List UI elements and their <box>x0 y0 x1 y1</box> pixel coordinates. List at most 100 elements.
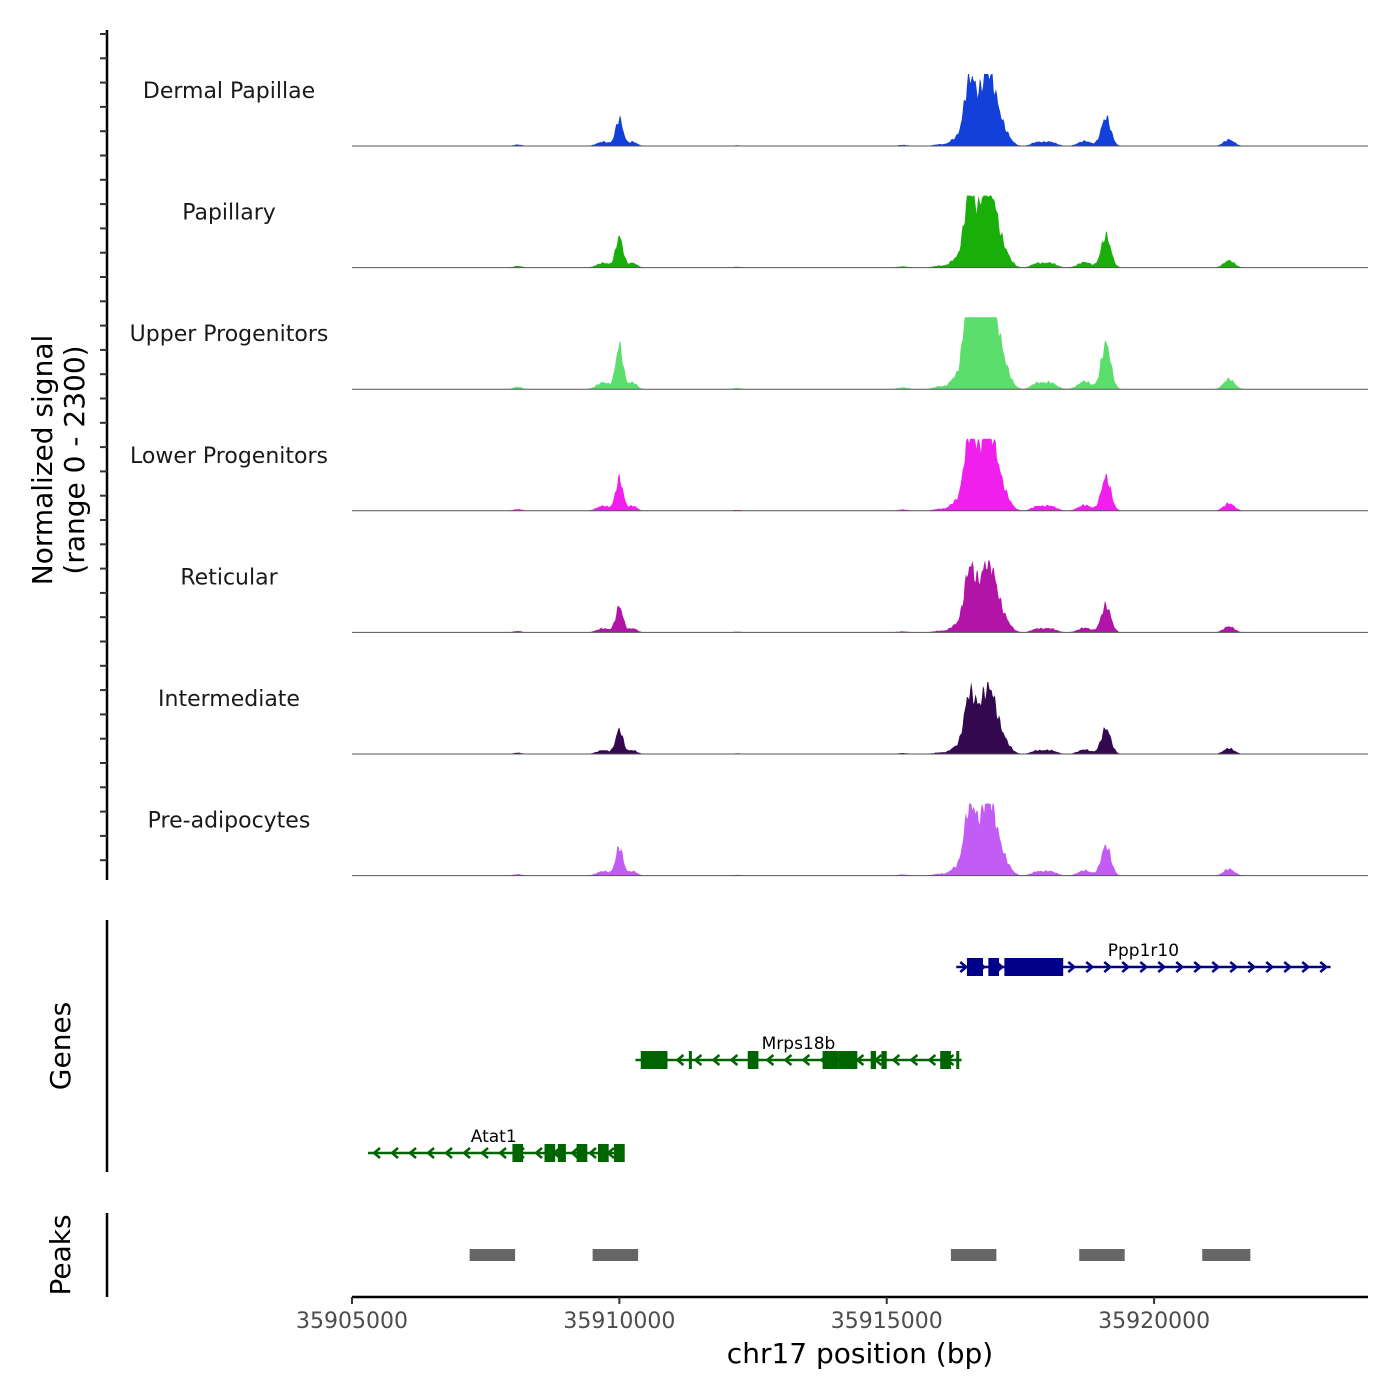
exon <box>640 1051 668 1069</box>
x-tick-label: 35905000 <box>296 1309 408 1334</box>
strand-arrow <box>1247 961 1257 973</box>
peak-bar <box>950 1249 997 1261</box>
peak-bar <box>592 1249 639 1261</box>
track-label: Upper Progenitors <box>130 322 329 347</box>
strand-arrow <box>1157 961 1167 973</box>
strand-arrow <box>462 1147 471 1159</box>
strand-arrow <box>1085 961 1095 973</box>
exon <box>881 1051 887 1069</box>
strand-arrow <box>1283 961 1293 973</box>
strand-arrow <box>891 1054 901 1066</box>
strand-arrow <box>927 1054 937 1066</box>
genes-y-axis-title: Genes <box>44 1002 77 1090</box>
track-label: Dermal Papillae <box>143 79 315 104</box>
strand-arrow <box>480 1147 489 1159</box>
gene-mrps18b: Mrps18b <box>635 1034 962 1069</box>
strand-arrow <box>390 1147 399 1159</box>
track-label: Reticular <box>180 565 278 590</box>
strand-arrow <box>1301 961 1311 973</box>
exon <box>544 1144 556 1162</box>
signal-area <box>352 803 1368 876</box>
strand-arrow <box>1193 961 1203 973</box>
strand-arrow <box>1067 961 1077 973</box>
x-axis-title: chr17 position (bp) <box>727 1337 993 1370</box>
exon <box>597 1144 609 1162</box>
gene-ppp1r10: Ppp1r10 <box>956 941 1331 976</box>
exon <box>988 958 1000 976</box>
track-papillary: Papillary <box>182 195 1368 269</box>
signal-area <box>352 195 1368 268</box>
exon <box>940 1051 951 1069</box>
peak-bar <box>1202 1249 1251 1261</box>
signal-area <box>352 682 1368 754</box>
signal-y-axis-title: Normalized signal <box>26 335 59 586</box>
track-reticular: Reticular <box>180 560 1368 633</box>
exon <box>688 1051 692 1069</box>
exon <box>838 1051 858 1069</box>
track-label: Pre-adipocytes <box>148 809 311 834</box>
strand-arrow <box>498 1147 507 1159</box>
exon <box>747 1051 759 1069</box>
signal-y-axis-range: (range 0 - 2300) <box>58 345 91 574</box>
x-tick-label: 35910000 <box>563 1309 675 1334</box>
strand-arrow <box>801 1054 811 1066</box>
strand-arrow <box>588 1147 597 1159</box>
axes: Normalized signal (range 0 - 2300) Genes Pe… <box>26 30 1368 1370</box>
gene-atat1: Atat1 <box>368 1127 625 1162</box>
exon <box>822 1051 839 1069</box>
strand-arrow <box>711 1054 721 1066</box>
gene-track: Ppp1r10 Mrps18b Atat1 <box>368 941 1331 1162</box>
strand-arrow <box>1319 961 1329 973</box>
strand-arrow <box>909 1054 919 1066</box>
track-pre-adipocytes: Pre-adipocytes <box>148 803 1368 877</box>
track-label: Papillary <box>182 201 276 226</box>
strand-arrow <box>1265 961 1275 973</box>
exon <box>870 1051 877 1069</box>
gene-label: Atat1 <box>471 1127 517 1147</box>
exon <box>614 1144 625 1162</box>
peak-track <box>469 1249 1251 1261</box>
strand-arrow <box>1211 961 1221 973</box>
strand-arrow <box>675 1054 685 1066</box>
strand-arrow <box>693 1054 703 1066</box>
strand-arrow <box>765 1054 775 1066</box>
track-lower-progenitors: Lower Progenitors <box>130 438 1368 512</box>
exon <box>576 1144 588 1162</box>
x-tick-label: 35920000 <box>1098 1309 1210 1334</box>
track-dermal-papillae: Dermal Papillae <box>143 74 1368 147</box>
exon <box>966 958 983 976</box>
strand-arrow <box>570 1147 579 1159</box>
signal-area <box>352 438 1368 511</box>
strand-arrow <box>1139 961 1149 973</box>
x-tick-label: 35915000 <box>831 1309 943 1334</box>
track-label: Lower Progenitors <box>130 444 328 469</box>
exon <box>512 1144 524 1162</box>
strand-arrow <box>372 1147 381 1159</box>
signal-area <box>352 317 1368 390</box>
peak-bar <box>1079 1249 1125 1261</box>
exon <box>557 1144 566 1162</box>
strand-arrow <box>1229 961 1239 973</box>
strand-arrow <box>426 1147 435 1159</box>
exon <box>956 1051 960 1069</box>
strand-arrow <box>855 1054 865 1066</box>
signal-area <box>352 560 1368 633</box>
peaks-y-axis-title: Peaks <box>44 1214 77 1295</box>
signal-area <box>352 74 1368 146</box>
track-intermediate: Intermediate <box>158 682 1368 755</box>
signal-tracks: Dermal Papillae Papillary Upper Progenitor… <box>130 74 1368 877</box>
strand-arrow <box>534 1147 543 1159</box>
strand-arrow <box>959 961 969 973</box>
strand-arrow <box>1121 961 1131 973</box>
exon <box>1004 958 1064 976</box>
gene-label: Mrps18b <box>762 1034 836 1054</box>
track-upper-progenitors: Upper Progenitors <box>130 317 1368 390</box>
strand-arrow <box>444 1147 453 1159</box>
track-label: Intermediate <box>158 687 300 712</box>
strand-arrow <box>729 1054 739 1066</box>
strand-arrow <box>783 1054 793 1066</box>
gene-label: Ppp1r10 <box>1108 941 1179 961</box>
strand-arrow <box>1103 961 1113 973</box>
strand-arrow <box>1175 961 1185 973</box>
